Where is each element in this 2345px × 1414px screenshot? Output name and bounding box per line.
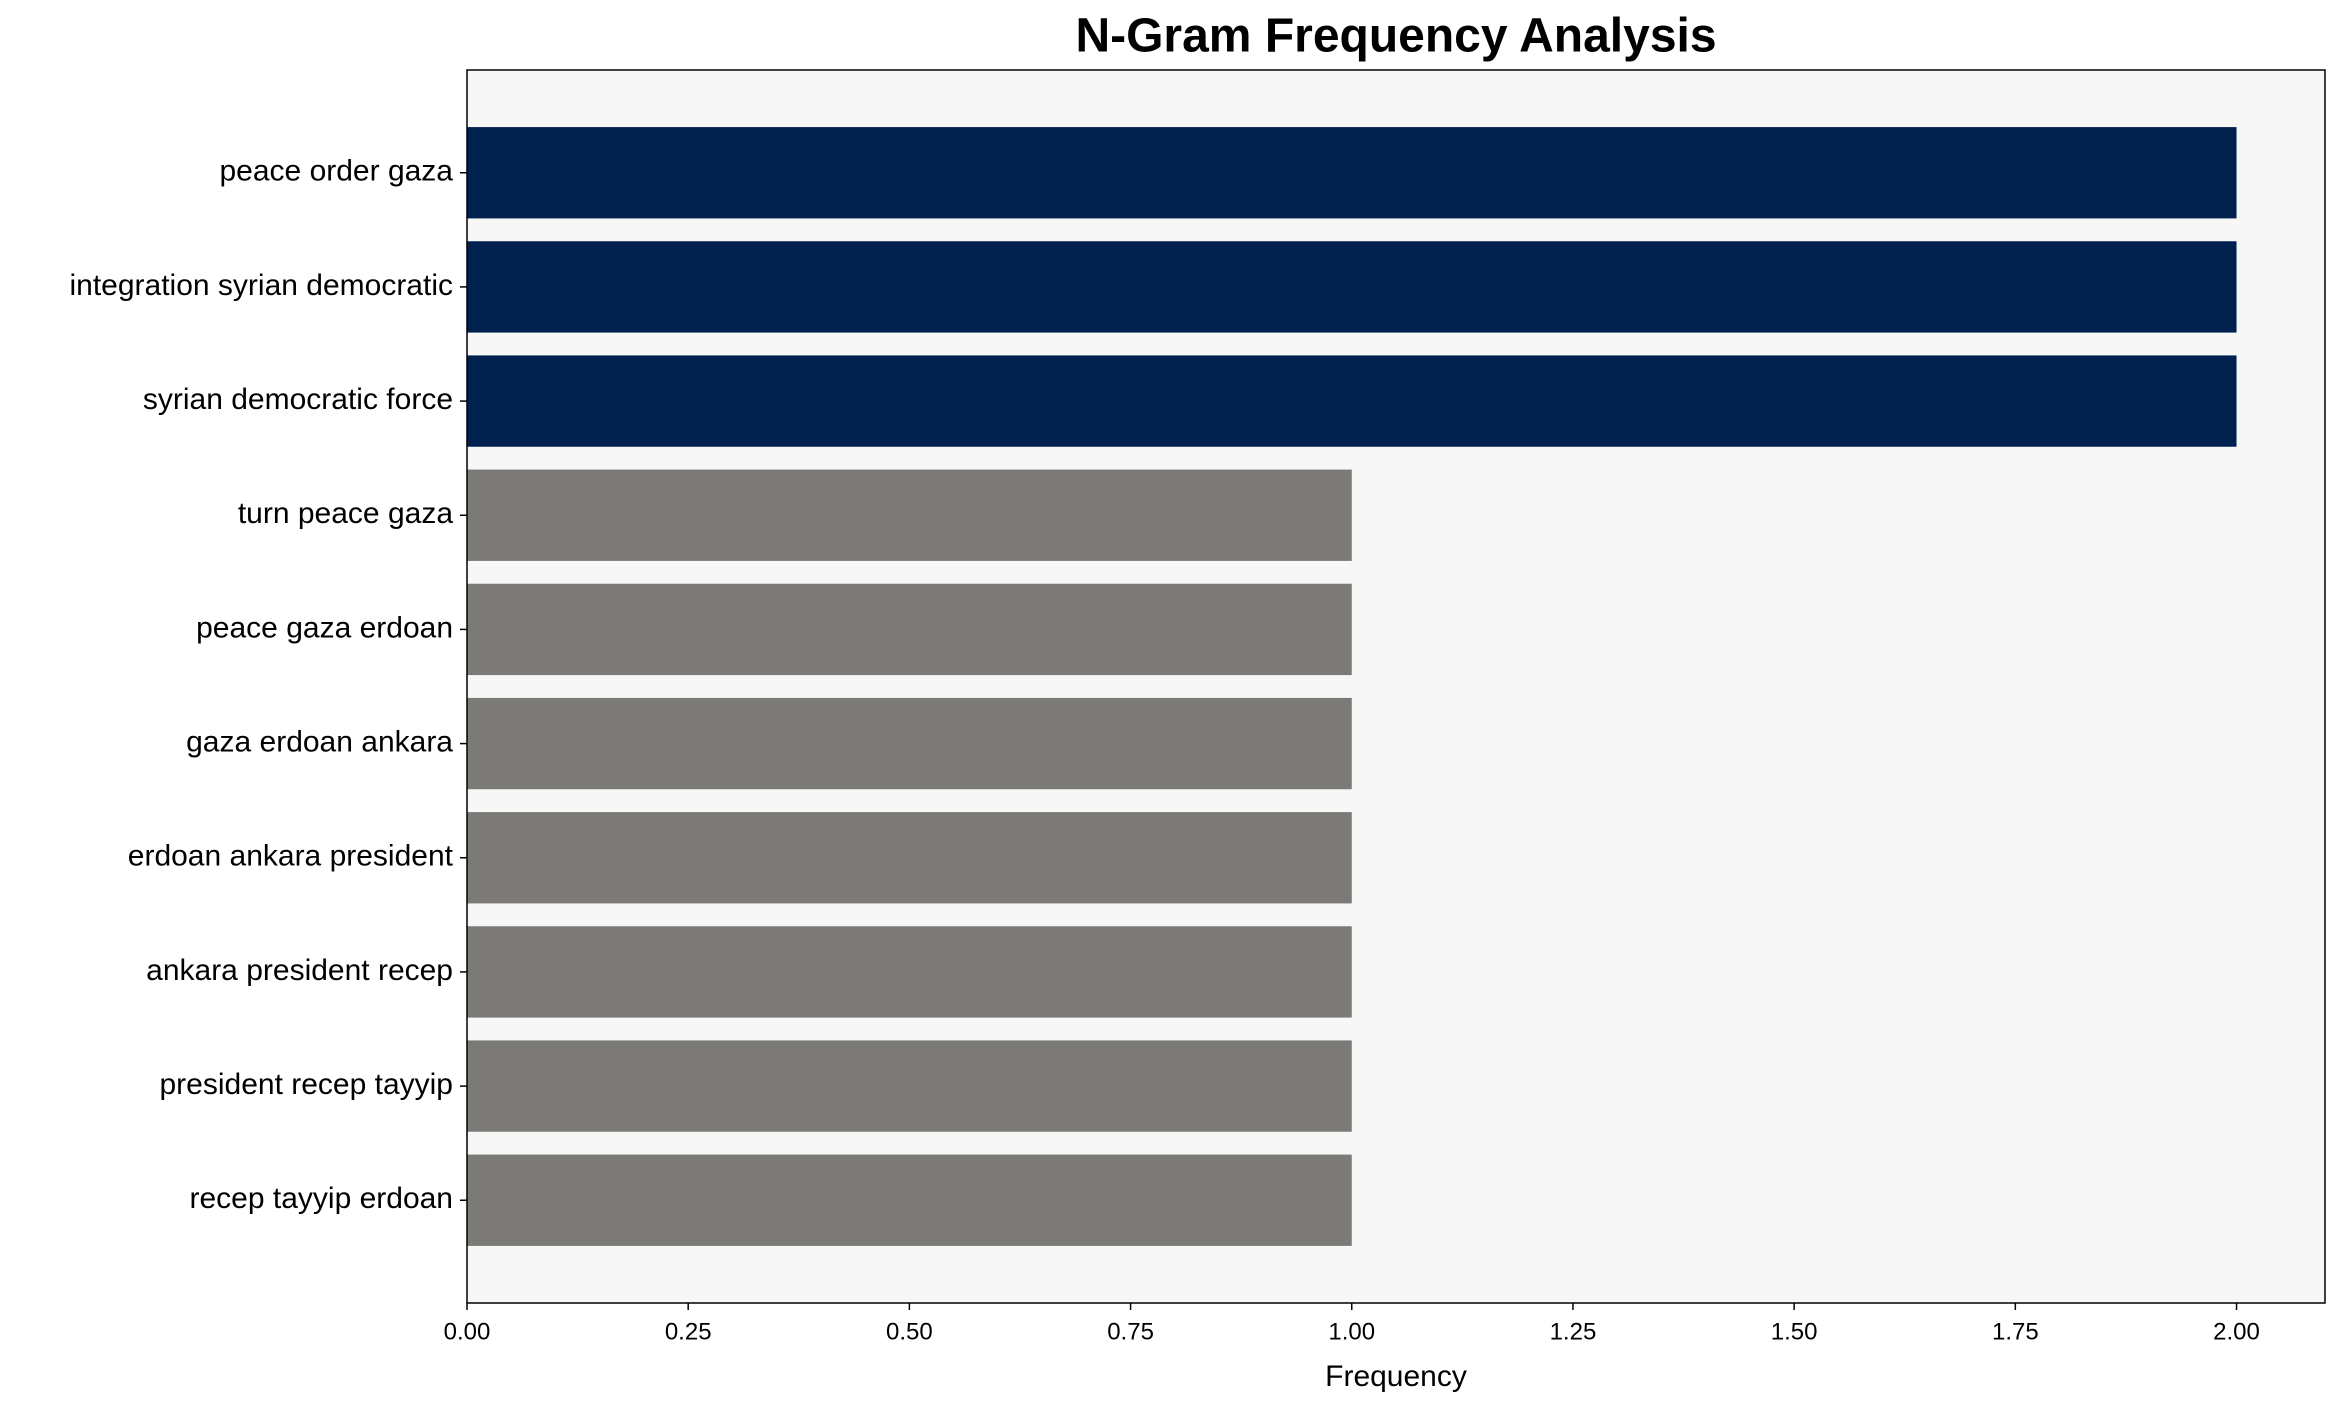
bar — [467, 1040, 1352, 1132]
x-tick-label: 1.75 — [1992, 1318, 2039, 1345]
x-tick-label: 0.75 — [1107, 1318, 1154, 1345]
y-tick-label: gaza erdoan ankara — [186, 726, 453, 759]
x-tick-label: 2.00 — [2213, 1318, 2260, 1345]
x-tick-label: 1.50 — [1771, 1318, 1818, 1345]
x-axis-label: Frequency — [1325, 1360, 1467, 1393]
y-tick-label: ankara president recep — [146, 954, 453, 987]
y-tick-label: integration syrian democratic — [69, 269, 453, 302]
y-tick-label: peace gaza erdoan — [196, 611, 453, 644]
x-tick-label: 0.00 — [444, 1318, 491, 1345]
y-tick-label: turn peace gaza — [238, 497, 453, 530]
y-tick-label: president recep tayyip — [160, 1068, 454, 1101]
bar — [467, 583, 1352, 676]
chart-title: N-Gram Frequency Analysis — [1075, 10, 1716, 63]
y-tick-label: syrian democratic force — [143, 383, 453, 416]
bar — [467, 241, 2237, 333]
bar — [467, 812, 1352, 904]
plot-frame — [466, 69, 2326, 1304]
bar — [467, 1154, 1352, 1246]
bar — [467, 697, 1352, 790]
x-tick-label: 0.50 — [886, 1318, 933, 1345]
bar — [467, 469, 1352, 561]
x-tick-label: 0.25 — [665, 1318, 712, 1345]
bar — [467, 355, 2237, 447]
y-tick-label: recep tayyip erdoan — [190, 1182, 454, 1215]
x-tick-label: 1.25 — [1550, 1318, 1597, 1345]
bar — [467, 926, 1352, 1018]
y-tick-label: peace order gaza — [220, 155, 454, 188]
bar — [467, 127, 2237, 219]
y-tick-label: erdoan ankara president — [128, 840, 454, 873]
x-tick-label: 1.00 — [1328, 1318, 1375, 1345]
